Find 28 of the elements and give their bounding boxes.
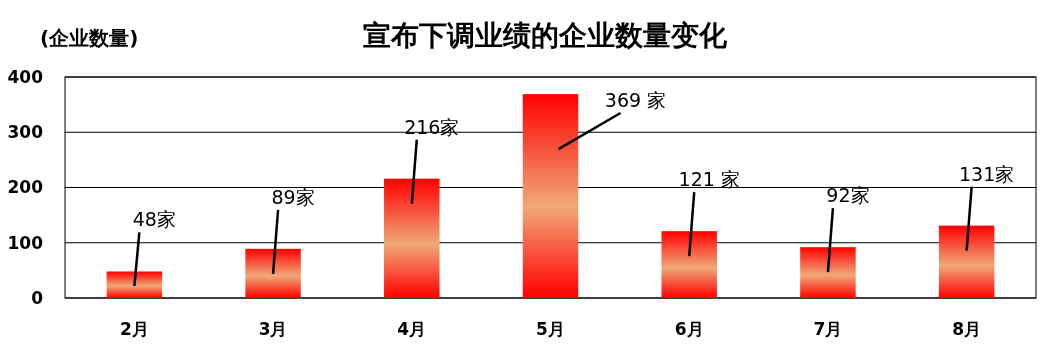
data-label: 369 家	[604, 89, 667, 111]
data-label: 121 家	[678, 168, 740, 191]
bar	[661, 231, 717, 298]
y-tick-label: 400	[7, 66, 44, 87]
bar	[522, 94, 579, 298]
x-tick-label: 6月	[674, 319, 704, 339]
bar	[245, 248, 301, 298]
data-label: 89家	[271, 185, 315, 208]
x-tick-label: 7月	[813, 319, 843, 339]
x-tick-label: 3月	[258, 319, 288, 339]
data-label: 48家	[132, 208, 176, 231]
y-tick-label: 0	[31, 287, 44, 308]
chart-title: 宣布下调业绩的企业数量变化	[362, 19, 728, 52]
data-label: 131家	[959, 162, 1015, 185]
data-label: 216家	[404, 115, 460, 138]
y-tick-label: 300	[7, 122, 44, 143]
x-tick-label: 2月	[119, 319, 149, 339]
x-tick-label: 8月	[952, 319, 982, 339]
y-tick-label: 100	[7, 232, 44, 253]
data-label: 92家	[826, 184, 870, 207]
y-axis-title: (企业数量)	[40, 26, 139, 50]
x-tick-label: 4月	[397, 319, 427, 339]
bar	[106, 271, 163, 298]
x-tick-label: 5月	[536, 319, 565, 339]
bar	[384, 178, 440, 298]
bar	[938, 225, 995, 298]
bar	[800, 247, 856, 298]
y-tick-label: 200	[7, 177, 44, 198]
